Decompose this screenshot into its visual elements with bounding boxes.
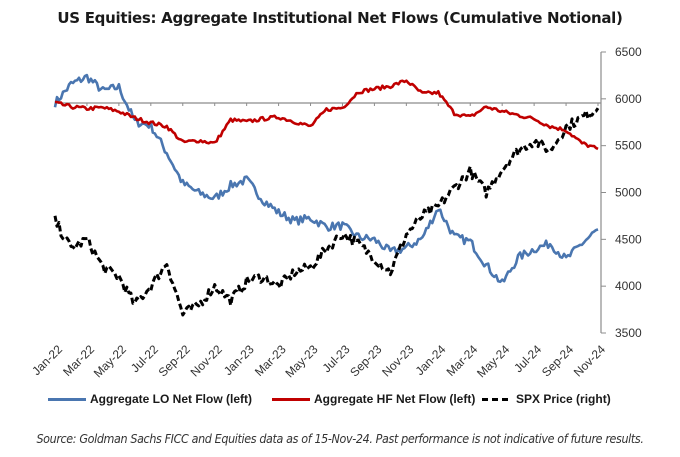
x-tick-label: Sep-22 — [156, 342, 193, 379]
line-lo-net-flow — [53, 73, 599, 284]
x-tick-label: Sep-23 — [347, 342, 384, 379]
x-tick-label: Sep-24 — [539, 342, 576, 379]
x-tick-label: Mar-22 — [60, 342, 97, 379]
legend-swatch-spx — [482, 397, 508, 401]
series-hf-net-flow — [54, 79, 599, 151]
series-lo-net-flow — [53, 73, 599, 284]
x-tick-label: Nov-22 — [188, 342, 225, 379]
y-tick-label: 5000 — [615, 186, 642, 200]
x-tick-label: May-22 — [91, 342, 129, 380]
line-spx-price — [53, 107, 600, 317]
legend-swatch-hf — [272, 397, 310, 401]
x-tick-label: Mar-24 — [444, 342, 481, 379]
line-hf-net-flow — [54, 79, 599, 151]
x-tick-label: Jan-24 — [413, 342, 449, 378]
x-tick-label: Nov-23 — [379, 342, 416, 379]
y-tick-label: 6000 — [615, 92, 642, 106]
x-axis-labels: Jan-22Mar-22May-22Jul-22Sep-22Nov-22Jan-… — [29, 342, 608, 380]
chart-title: US Equities: Aggregate Institutional Net… — [57, 9, 623, 27]
source-note: Source: Goldman Sachs FICC and Equities … — [36, 432, 644, 446]
x-tick-label: Mar-23 — [252, 342, 289, 379]
legend-label-hf: Aggregate HF Net Flow (left) — [314, 392, 476, 406]
y-axis-right-labels: 3500 4000 4500 5000 5500 6000 6500 — [601, 45, 642, 340]
x-tick-label: May-23 — [282, 342, 320, 380]
legend-label-lo: Aggregate LO Net Flow (left) — [90, 392, 252, 406]
x-tick-label: Jan-23 — [221, 342, 257, 378]
legend-item-hf: Aggregate HF Net Flow (left) — [272, 392, 475, 406]
y-tick-label: 5500 — [615, 139, 642, 153]
y-tick-label: 4000 — [615, 279, 642, 293]
legend-label-spx: SPX Price (right) — [516, 392, 611, 406]
y-tick-label: 6500 — [615, 45, 642, 59]
axes — [54, 52, 602, 333]
y-tick-label: 3500 — [615, 326, 642, 340]
legend-item-spx: SPX Price (right) — [482, 392, 611, 406]
y-tick-label: 4500 — [615, 232, 642, 246]
series-spx-price — [53, 107, 600, 317]
legend-item-lo: Aggregate LO Net Flow (left) — [48, 392, 252, 406]
x-tick-label: May-24 — [474, 342, 512, 380]
x-tick-label: Jan-22 — [29, 342, 65, 378]
legend-swatch-lo — [48, 397, 86, 401]
x-tick-label: Nov-24 — [571, 342, 608, 379]
